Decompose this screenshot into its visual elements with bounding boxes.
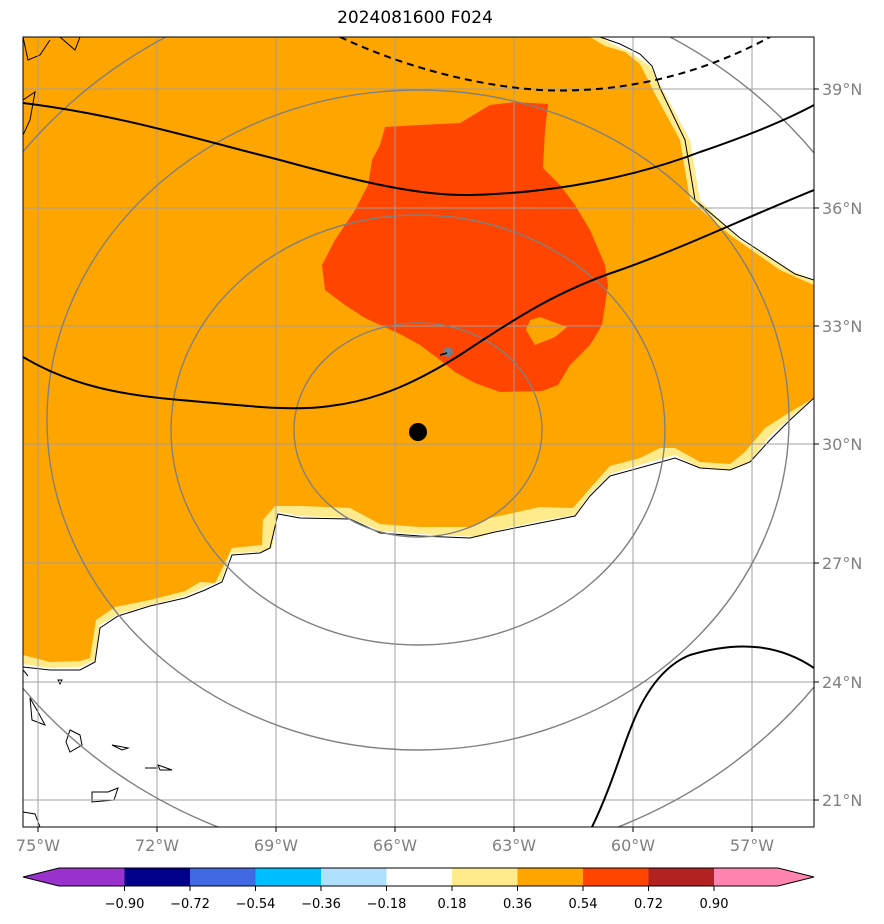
colorbar-tick-label: 0.90 <box>700 897 729 912</box>
lat-label: 36°N <box>822 199 862 218</box>
anomaly-fill-054-072 <box>322 102 608 392</box>
colorbar-tick-label: −0.90 <box>105 897 145 912</box>
colorbar-segment <box>648 868 714 886</box>
lon-label: 75°W <box>16 836 60 855</box>
lat-label: 30°N <box>822 435 862 454</box>
lat-label: 24°N <box>822 673 862 692</box>
lat-label: 33°N <box>822 317 862 336</box>
colorbar-segment <box>452 868 518 886</box>
axis-ticks <box>37 88 819 832</box>
lat-label: 21°N <box>822 791 862 810</box>
colorbar-tick-label: −0.18 <box>367 897 407 912</box>
lon-label: 69°W <box>254 836 298 855</box>
colorbar-segment <box>190 868 256 886</box>
colorbar-tick-label: −0.36 <box>301 897 341 912</box>
lon-label: 63°W <box>492 836 536 855</box>
map-frame <box>22 36 815 828</box>
colorbar-extend-high <box>714 868 814 886</box>
lon-label: 72°W <box>135 836 179 855</box>
colorbar-tick-label: −0.54 <box>236 897 276 912</box>
colorbar-segment <box>59 868 125 886</box>
contour-lines <box>23 37 814 827</box>
graticule <box>23 37 814 827</box>
map-title: 2024081600 F024 <box>337 8 493 28</box>
latitude-labels: 39°N 36°N 33°N 30°N 27°N 24°N 21°N <box>822 80 862 810</box>
colorbar-segment <box>386 868 452 886</box>
colorbar-extend-low <box>23 868 59 886</box>
anomaly-fill-036-054 <box>23 37 814 662</box>
colorbar-segment <box>255 868 321 886</box>
colorbar-segment <box>321 868 387 886</box>
storm-center-marker <box>409 423 427 441</box>
colorbar-segment <box>124 868 190 886</box>
colorbar-tick-label: 0.72 <box>634 897 663 912</box>
lat-label: 39°N <box>822 80 862 99</box>
map-plot-area <box>23 37 814 827</box>
range-rings <box>23 37 814 827</box>
lon-label: 57°W <box>730 836 774 855</box>
lon-label: 66°W <box>373 836 417 855</box>
longitude-labels: 75°W 72°W 69°W 66°W 63°W 60°W 57°W <box>16 836 774 855</box>
colorbar-segment <box>583 868 649 886</box>
secondary-position-marker <box>443 347 453 357</box>
colorbar-tick-label: 0.36 <box>503 897 532 912</box>
colorbar-tick-label: 0.54 <box>569 897 598 912</box>
colorbar-tick-label: 0.18 <box>438 897 467 912</box>
colorbar: −0.90 −0.72 −0.54 −0.36 −0.18 0.18 0.36 … <box>22 867 815 912</box>
lon-label: 60°W <box>611 836 655 855</box>
colorbar-tick-label: −0.72 <box>170 897 210 912</box>
colorbar-segment <box>517 868 583 886</box>
lat-label: 27°N <box>822 554 862 573</box>
